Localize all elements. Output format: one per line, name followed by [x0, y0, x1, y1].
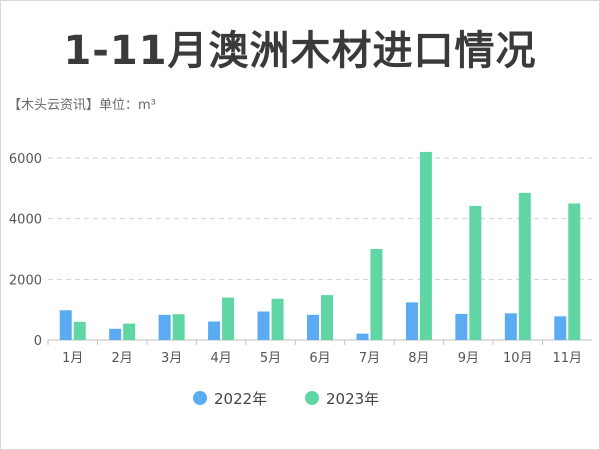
bar: [307, 314, 319, 340]
bar: [554, 316, 567, 340]
bar: [321, 295, 333, 340]
bar: [469, 205, 482, 340]
x-tick-label: 2月: [112, 351, 133, 366]
legend-swatch: [193, 391, 207, 405]
legend: 2022年 2023年: [193, 390, 379, 408]
y-tick-label: 2000: [9, 273, 42, 288]
bar: [123, 323, 136, 340]
bar: [356, 333, 369, 340]
bar: [109, 328, 122, 340]
y-tick-label: 6000: [9, 152, 42, 167]
bar: [257, 311, 270, 340]
bars: [59, 151, 581, 340]
bar: [370, 249, 383, 340]
x-tick-label: 9月: [458, 351, 479, 366]
bar: [504, 313, 517, 340]
bar: [518, 192, 531, 340]
bar: [158, 314, 171, 340]
bar: [172, 314, 185, 340]
x-tick-label: 4月: [210, 351, 231, 366]
bar: [222, 297, 235, 340]
legend-swatch: [305, 391, 319, 405]
bar: [568, 203, 581, 340]
legend-label: 2023年: [326, 390, 379, 408]
y-axis-ticks: 0 2000 4000 6000: [9, 152, 42, 349]
x-tick-label: 1月: [62, 351, 83, 366]
chart-title: 1-11月澳洲木材进口情况: [63, 28, 537, 74]
x-tick-label: 11月: [552, 351, 582, 366]
x-tick-label: 10月: [503, 351, 533, 366]
bar: [455, 313, 468, 340]
bar: [405, 302, 418, 340]
bar: [73, 321, 86, 340]
bar: [59, 310, 72, 340]
y-tick-label: 0: [34, 334, 42, 349]
legend-label: 2022年: [214, 390, 267, 408]
grid-lines: [48, 157, 592, 280]
x-axis-ticks: 1月 2月 3月 4月 5月 6月 7月 8月 9月 10月 11月: [47, 340, 582, 366]
x-tick-label: 3月: [161, 351, 182, 366]
bar: [419, 151, 432, 340]
x-tick-label: 6月: [309, 351, 330, 366]
bar: [271, 298, 284, 340]
x-tick-label: 5月: [260, 351, 281, 366]
bar: [208, 321, 221, 340]
y-tick-label: 4000: [9, 213, 42, 228]
x-tick-label: 7月: [359, 351, 380, 366]
x-tick-label: 8月: [408, 351, 429, 366]
chart-subtitle: 【木头云资讯】单位：m³: [8, 98, 156, 113]
